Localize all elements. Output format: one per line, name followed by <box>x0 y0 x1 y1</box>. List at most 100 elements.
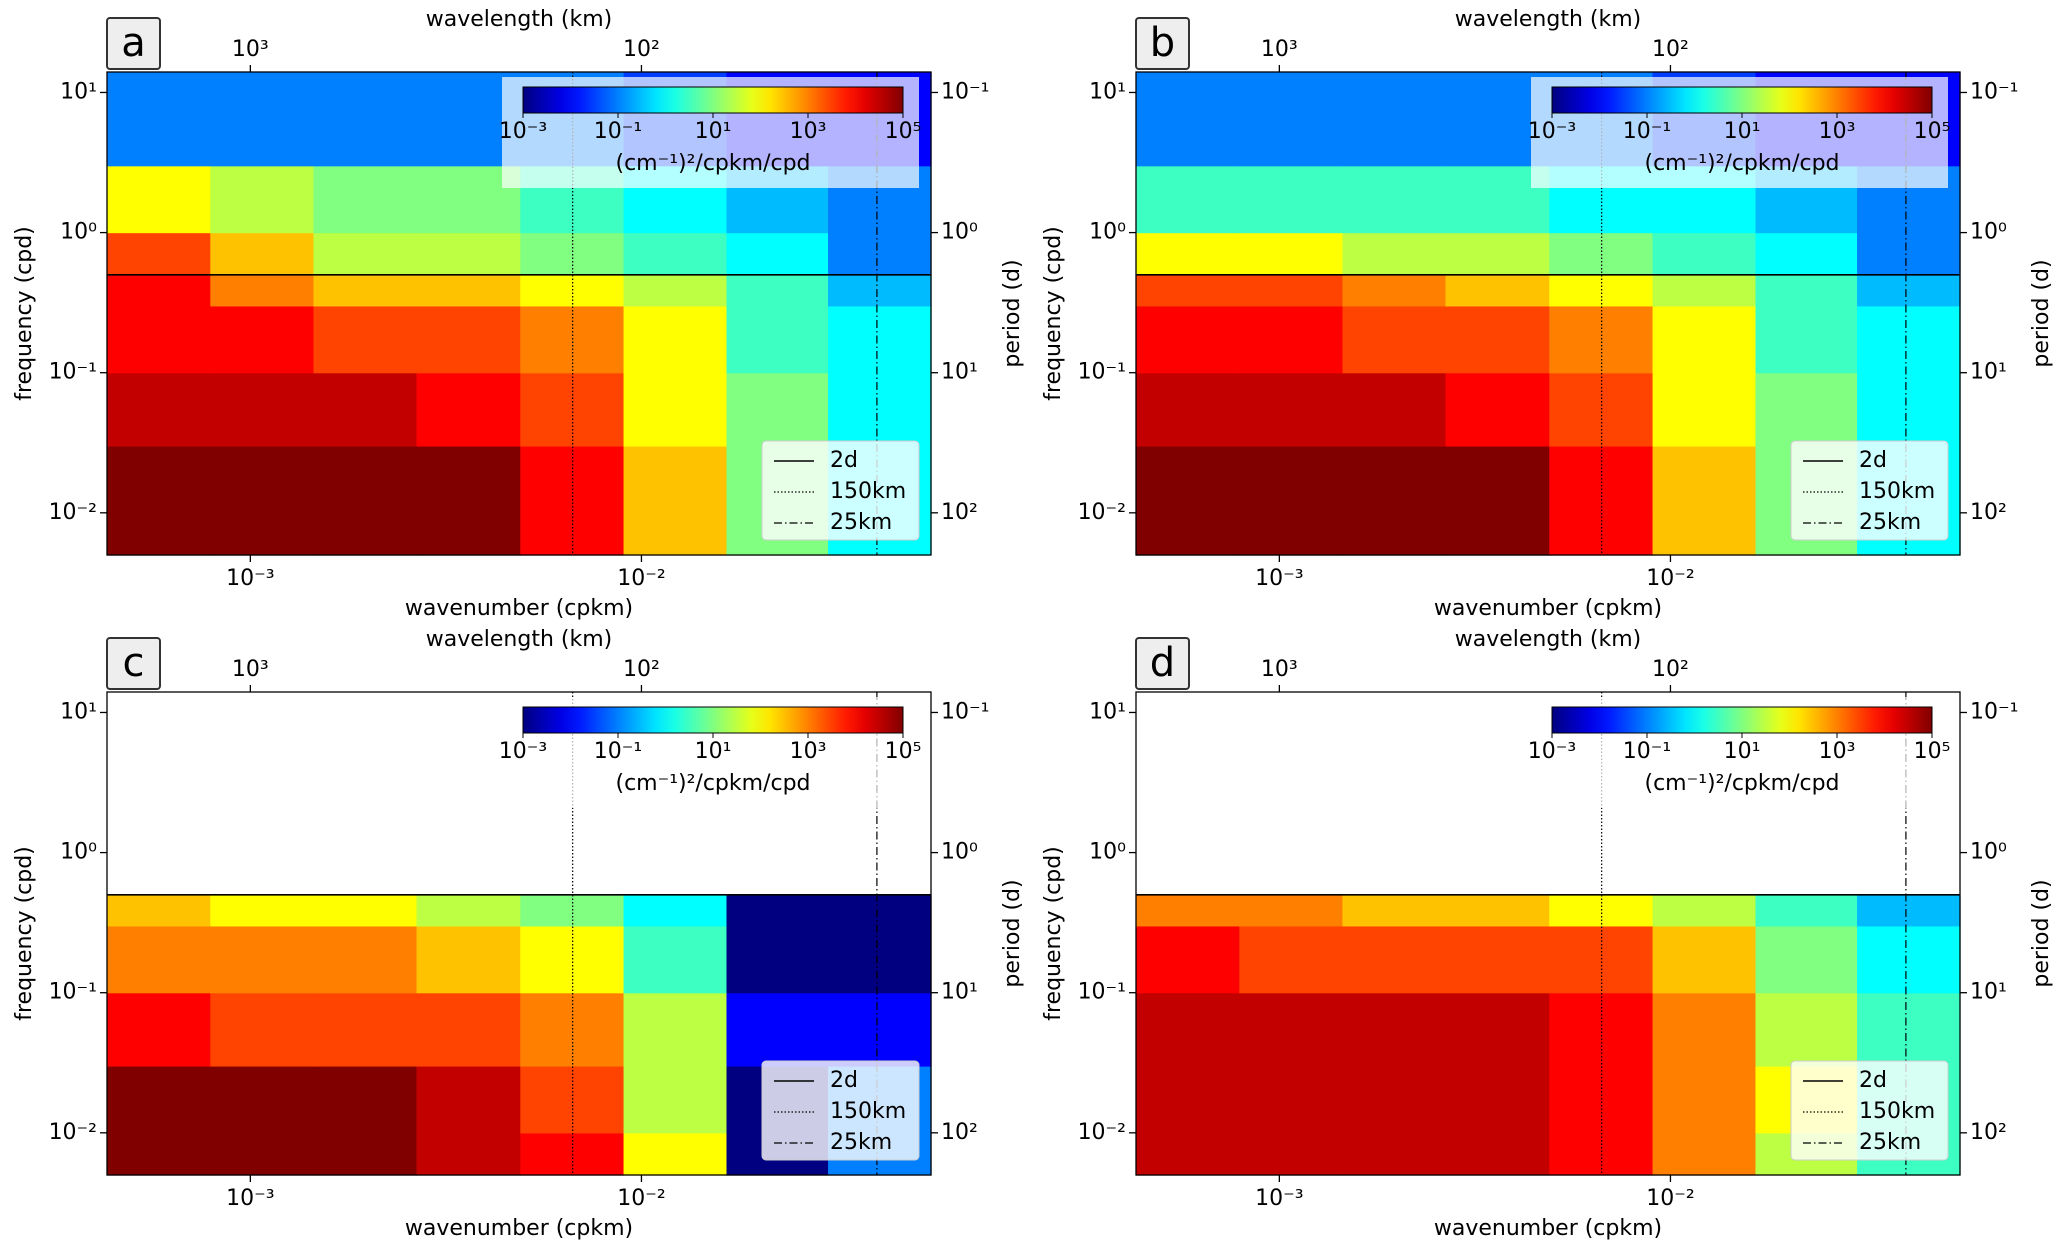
heatmap-cell <box>1549 372 1654 447</box>
heatmap-cell <box>1652 232 1757 276</box>
colorbar-label: (cm⁻¹)²/cpkm/cpd <box>1644 151 1839 176</box>
heatmap-cell <box>210 512 315 556</box>
heatmap-cell <box>1239 1132 1344 1176</box>
tick-label: 10⁻³ <box>226 1186 274 1211</box>
heatmap-cell <box>828 925 932 994</box>
heatmap-cell <box>623 894 728 927</box>
colorbar <box>1551 86 1933 114</box>
heatmap-cell <box>210 372 315 447</box>
x2-axis-label: wavelength (km) <box>1455 7 1641 32</box>
tick-label: 10² <box>623 37 660 62</box>
heatmap-cell <box>1239 72 1344 167</box>
heatmap-cell <box>520 894 625 927</box>
heatmap-cell <box>107 992 211 1067</box>
tick-label: 10¹ <box>60 79 97 104</box>
heatmap-cell <box>1445 992 1550 1067</box>
tick-label: 10² <box>1652 37 1689 62</box>
heatmap-cell <box>210 1065 315 1134</box>
tick-label: 10⁻¹ <box>1970 699 2018 724</box>
heatmap-cell <box>1239 165 1344 234</box>
legend-label: 2d <box>830 1068 858 1093</box>
heatmap-cell <box>1652 1132 1757 1176</box>
legend-label: 150km <box>1859 1099 1935 1124</box>
heatmap-cell <box>107 232 211 276</box>
heatmap-cell <box>313 445 418 514</box>
heatmap-cell <box>313 165 418 234</box>
tick-label: 10² <box>941 500 978 525</box>
y-axis-label: frequency (cpd) <box>12 226 37 401</box>
heatmap-cell <box>1136 512 1240 556</box>
heatmap-cell <box>623 925 728 994</box>
heatmap-cell <box>313 72 418 167</box>
heatmap-cell <box>623 305 728 374</box>
heatmap-cell <box>107 165 211 234</box>
panel-label-box <box>1135 637 1190 690</box>
y-axis-label: frequency (cpd) <box>1041 226 1066 401</box>
colorbar-tick-label: 10³ <box>1819 739 1856 764</box>
heatmap-cell <box>623 372 728 447</box>
heatmap-cell <box>107 925 211 994</box>
panel: 10⁻³ 10⁻¹ 10¹ 10³ 10⁵ (cm⁻¹)²/cpkm/cpd 2d 150km… <box>1041 7 2054 621</box>
x-axis-label: wavenumber (cpkm) <box>405 596 633 621</box>
heatmap-cell <box>313 925 418 994</box>
heatmap-cell <box>1857 992 1961 1067</box>
heatmap-cell <box>726 232 829 276</box>
y2-axis-label: period (d) <box>2029 879 2054 987</box>
heatmap-cell <box>1445 894 1550 927</box>
tick-label: 10² <box>941 1120 978 1145</box>
heatmap-cell <box>1136 232 1240 276</box>
x2-axis-label: wavelength (km) <box>426 627 612 652</box>
heatmap-cell <box>1136 925 1240 994</box>
tick-label: 10² <box>623 657 660 682</box>
heatmap-cell <box>210 165 315 234</box>
tick-label: 10⁻² <box>1646 1186 1694 1211</box>
heatmap-cell <box>1755 894 1858 927</box>
heatmap-cell <box>1239 305 1344 374</box>
heatmap-cell <box>107 512 211 556</box>
heatmap-cell <box>1239 232 1344 276</box>
heatmap-cell <box>1857 894 1961 927</box>
heatmap-cell <box>1136 445 1240 514</box>
axes-frame <box>1135 691 1961 1176</box>
tick-label: 10⁻¹ <box>49 980 97 1005</box>
heatmap-cell <box>1342 274 1447 307</box>
heatmap-cell <box>416 445 521 514</box>
tick-label: 10⁻² <box>617 1186 665 1211</box>
tick-label: 10¹ <box>60 699 97 724</box>
heatmap-cell <box>416 274 521 307</box>
heatmap-cell <box>1755 305 1858 374</box>
heatmap-cell <box>1136 372 1240 447</box>
y2-axis-label: period (d) <box>1000 259 1025 367</box>
heatmap-cell <box>1652 372 1757 447</box>
heatmap-cell <box>1239 1065 1344 1134</box>
heatmap-cell <box>313 894 418 927</box>
y2-axis-label: period (d) <box>1000 879 1025 987</box>
tick-label: 10³ <box>1261 657 1298 682</box>
tick-label: 10¹ <box>1970 980 2007 1005</box>
colorbar-tick-label: 10⁻¹ <box>1623 739 1671 764</box>
tick-label: 10³ <box>232 37 269 62</box>
heatmap-cell <box>828 894 932 927</box>
heatmap-cell <box>1239 992 1344 1067</box>
axes-frame <box>106 691 932 1176</box>
colorbar <box>1551 706 1933 734</box>
tick-label: 10⁰ <box>941 840 978 865</box>
tick-label: 10⁻³ <box>1255 1186 1303 1211</box>
heatmap-cell <box>1755 232 1858 276</box>
heatmap-cell <box>210 925 315 994</box>
heatmap-cell <box>623 992 728 1067</box>
tick-label: 10⁻² <box>1078 500 1126 525</box>
tick-label: 10⁻³ <box>1255 566 1303 591</box>
tick-label: 10¹ <box>1970 360 2007 385</box>
tick-label: 10⁻² <box>1078 1120 1126 1145</box>
x-axis-label: wavenumber (cpkm) <box>1434 1216 1662 1241</box>
heatmap-cell <box>1136 305 1240 374</box>
legend-label: 25km <box>830 510 892 535</box>
tick-label: 10⁰ <box>941 220 978 245</box>
tick-label: 10¹ <box>941 980 978 1005</box>
y-axis-label: frequency (cpd) <box>1041 846 1066 1021</box>
heatmap-cell <box>416 372 521 447</box>
colorbar-label: (cm⁻¹)²/cpkm/cpd <box>615 151 810 176</box>
heatmap-cell <box>1136 1132 1240 1176</box>
